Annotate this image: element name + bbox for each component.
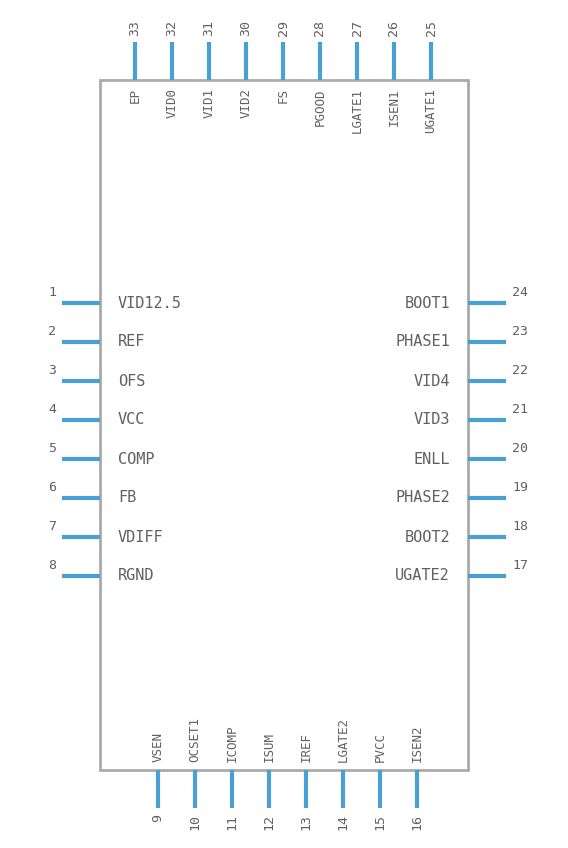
Text: 23: 23 [512, 325, 528, 338]
Text: FS: FS [277, 88, 290, 103]
Text: RGND: RGND [118, 568, 154, 583]
Text: 18: 18 [512, 520, 528, 533]
Text: VCC: VCC [118, 412, 145, 427]
Text: UGATE2: UGATE2 [395, 568, 450, 583]
Text: 3: 3 [48, 364, 56, 377]
Text: PHASE1: PHASE1 [395, 334, 450, 349]
Text: ENLL: ENLL [414, 451, 450, 466]
Text: 21: 21 [512, 403, 528, 416]
Text: IREF: IREF [299, 732, 312, 762]
Text: REF: REF [118, 334, 145, 349]
Text: ISUM: ISUM [262, 732, 275, 762]
Text: LGATE1: LGATE1 [350, 88, 364, 133]
Text: VID3: VID3 [414, 412, 450, 427]
Text: 17: 17 [512, 559, 528, 572]
Text: ICOMP: ICOMP [225, 724, 239, 762]
Text: VID1: VID1 [203, 88, 215, 118]
Text: 16: 16 [411, 814, 424, 830]
Text: VSEN: VSEN [152, 732, 165, 762]
Text: 29: 29 [277, 20, 290, 36]
Text: PHASE2: PHASE2 [395, 490, 450, 505]
Text: 1: 1 [48, 286, 56, 299]
Text: 13: 13 [299, 814, 312, 830]
Text: 4: 4 [48, 403, 56, 416]
Text: VID2: VID2 [240, 88, 253, 118]
Text: PVCC: PVCC [374, 732, 386, 762]
Text: BOOT1: BOOT1 [404, 295, 450, 310]
Text: ISEN2: ISEN2 [411, 724, 424, 762]
Text: LGATE2: LGATE2 [336, 717, 349, 762]
Text: 9: 9 [152, 814, 165, 822]
Text: VDIFF: VDIFF [118, 529, 164, 544]
Text: 28: 28 [314, 20, 327, 36]
Text: ISEN1: ISEN1 [387, 88, 400, 126]
Text: OCSET1: OCSET1 [189, 717, 202, 762]
Text: 33: 33 [128, 20, 141, 36]
Text: 8: 8 [48, 559, 56, 572]
Text: 31: 31 [203, 20, 215, 36]
Text: 11: 11 [225, 814, 239, 830]
Text: BOOT2: BOOT2 [404, 529, 450, 544]
Text: COMP: COMP [118, 451, 154, 466]
Text: 2: 2 [48, 325, 56, 338]
Text: 10: 10 [189, 814, 202, 830]
Text: 12: 12 [262, 814, 275, 830]
Text: VID12.5: VID12.5 [118, 295, 182, 310]
Text: OFS: OFS [118, 373, 145, 388]
Text: EP: EP [128, 88, 141, 103]
Text: 15: 15 [374, 814, 386, 830]
Text: UGATE1: UGATE1 [424, 88, 437, 133]
Text: 24: 24 [512, 286, 528, 299]
Text: VID4: VID4 [414, 373, 450, 388]
Text: FB: FB [118, 490, 136, 505]
Text: 25: 25 [424, 20, 437, 36]
Text: 32: 32 [165, 20, 178, 36]
Text: 14: 14 [336, 814, 349, 830]
Text: 19: 19 [512, 481, 528, 494]
Text: 27: 27 [350, 20, 364, 36]
Text: 6: 6 [48, 481, 56, 494]
Text: PGOOD: PGOOD [314, 88, 327, 126]
Text: 7: 7 [48, 520, 56, 533]
Bar [100, 80, 468, 770]
Text: VID0: VID0 [165, 88, 178, 118]
Text: 30: 30 [240, 20, 253, 36]
Text: 5: 5 [48, 442, 56, 455]
Text: 20: 20 [512, 442, 528, 455]
Text: 26: 26 [387, 20, 400, 36]
Text: 22: 22 [512, 364, 528, 377]
